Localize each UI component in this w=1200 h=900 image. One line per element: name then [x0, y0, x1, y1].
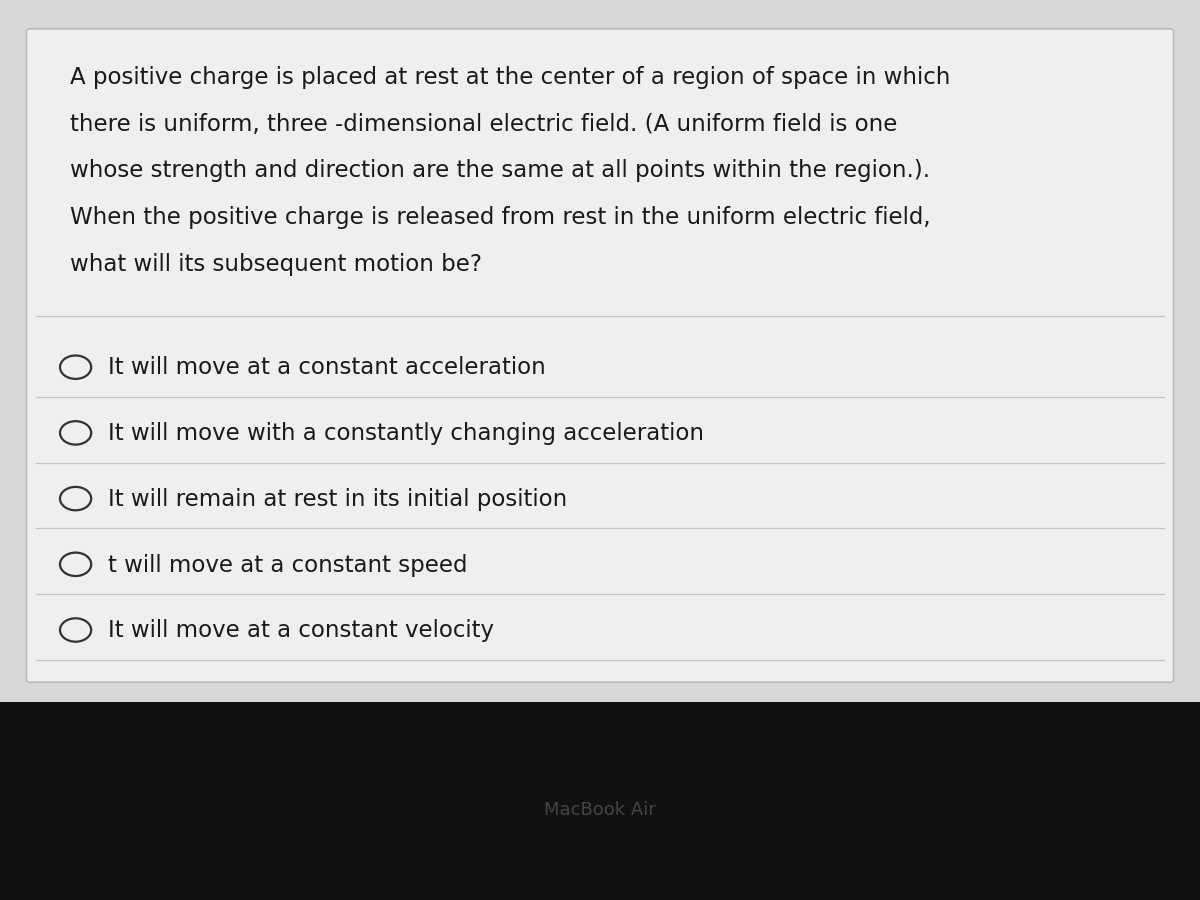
Text: MacBook Air: MacBook Air — [544, 801, 656, 819]
Circle shape — [60, 618, 91, 642]
Circle shape — [60, 487, 91, 510]
Circle shape — [60, 421, 91, 445]
Text: whose strength and direction are the same at all points within the region.).: whose strength and direction are the sam… — [70, 159, 930, 183]
Text: there is uniform, three -dimensional electric field. (A uniform field is one: there is uniform, three -dimensional ele… — [70, 112, 896, 136]
Text: It will remain at rest in its initial position: It will remain at rest in its initial po… — [108, 488, 568, 511]
Text: It will move with a constantly changing acceleration: It will move with a constantly changing … — [108, 422, 704, 446]
FancyBboxPatch shape — [26, 29, 1174, 682]
Circle shape — [60, 356, 91, 379]
Text: It will move at a constant velocity: It will move at a constant velocity — [108, 619, 494, 643]
Text: t will move at a constant speed: t will move at a constant speed — [108, 554, 468, 577]
Text: what will its subsequent motion be?: what will its subsequent motion be? — [70, 253, 481, 276]
Text: It will move at a constant acceleration: It will move at a constant acceleration — [108, 356, 546, 380]
FancyBboxPatch shape — [0, 702, 1200, 900]
Text: A positive charge is placed at rest at the center of a region of space in which: A positive charge is placed at rest at t… — [70, 66, 950, 89]
Circle shape — [60, 553, 91, 576]
Text: When the positive charge is released from rest in the uniform electric field,: When the positive charge is released fro… — [70, 206, 930, 230]
